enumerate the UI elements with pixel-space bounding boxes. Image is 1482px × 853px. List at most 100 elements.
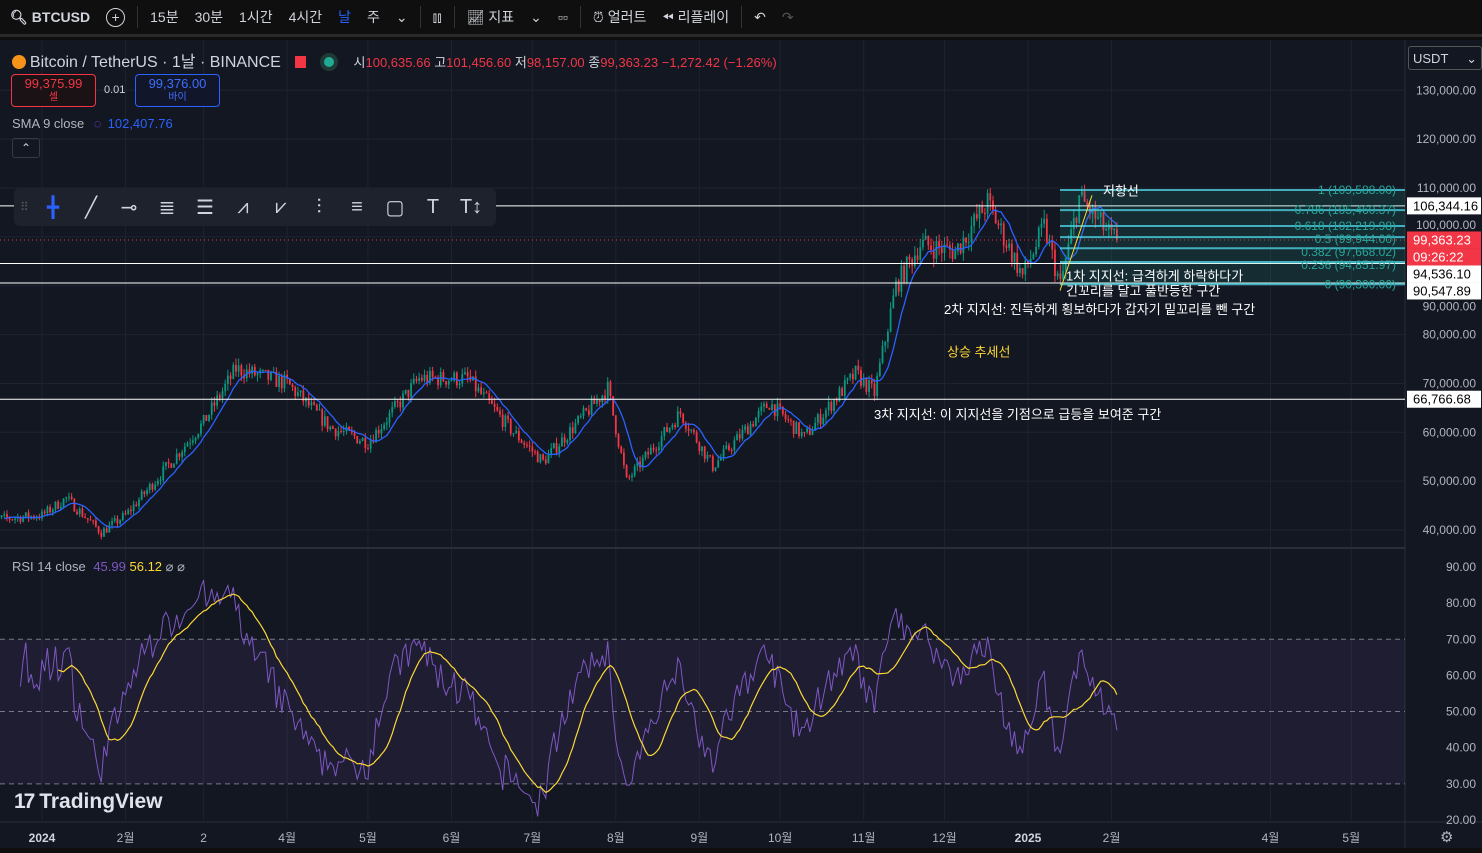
settings-gear-icon[interactable]: ⚙	[1440, 829, 1454, 846]
candle-body	[811, 430, 814, 435]
price-line-label-bg	[1407, 282, 1481, 300]
candle-body	[830, 401, 833, 411]
candle-body	[450, 380, 453, 382]
candle-body	[1005, 245, 1008, 248]
candle-body	[800, 432, 803, 437]
candle-body	[19, 516, 22, 522]
alarm-clock-icon: ⏰︎	[592, 8, 604, 25]
candle-body	[1102, 212, 1105, 230]
symbol-search[interactable]: 🔍︎ BTCUSD	[0, 9, 98, 26]
templates-button[interactable]: ▫▫	[550, 9, 576, 25]
candle-body	[391, 406, 394, 413]
time-tick: 2월	[117, 831, 135, 845]
candle-body	[340, 431, 342, 433]
parallel-channel-tool[interactable]: ☰	[186, 191, 224, 223]
candle-body	[132, 504, 135, 512]
candle-body	[275, 371, 278, 387]
collapse-legend-button[interactable]: ⌃	[12, 138, 40, 158]
candle-body	[986, 193, 989, 214]
candle-body	[291, 384, 294, 388]
support2-label: 2차 지지선: 진득하게 횡보하다가 갑자기 밑꼬리를 뺀 구간	[944, 302, 1255, 317]
symbol-title[interactable]: Bitcoin / TetherUS · 1날 · BINANCE	[29, 54, 281, 71]
tradingview-logo[interactable]: 17 TradingView	[14, 790, 163, 814]
candle-body	[792, 420, 795, 434]
candle-body	[399, 401, 402, 408]
interval-30m[interactable]: 30분	[194, 9, 224, 25]
undo-icon: ↶	[754, 8, 766, 25]
symbol-legend: Bitcoin / TetherUS · 1날 · BINANCE 시100,6…	[12, 48, 777, 72]
candle-body	[262, 369, 264, 371]
candle-body	[558, 446, 561, 453]
interval-1h[interactable]: 1시간	[239, 9, 273, 25]
candle-body	[612, 396, 615, 416]
candle-body	[59, 506, 62, 509]
alert-button[interactable]: ⏰︎ 얼러트	[585, 7, 655, 27]
chart-canvas[interactable]: 1 (109,588.00) 0.786 (105,460.37) 0.618 (1…	[0, 40, 1482, 848]
candle-body	[100, 532, 103, 537]
sell-button[interactable]: 99,375.99 셀	[11, 74, 96, 107]
chart-area[interactable]: 1 (109,588.00) 0.786 (105,460.37) 0.618 (1…	[0, 40, 1482, 848]
candle-body	[919, 247, 922, 260]
indicators-dropdown[interactable]: ⌄	[522, 9, 550, 26]
buy-button[interactable]: 99,376.00 바이	[135, 74, 220, 107]
interval-1d[interactable]: 날	[338, 9, 352, 25]
candle-body	[911, 259, 914, 266]
interval-15m[interactable]: 15분	[150, 9, 179, 25]
sma-label[interactable]: SMA 9 close	[12, 116, 85, 131]
rectangle-tool[interactable]: ▢	[376, 191, 414, 223]
candle-body	[857, 365, 860, 371]
interval-dropdown[interactable]: ⌄	[388, 9, 416, 26]
candle-body	[962, 237, 965, 254]
candle-body	[490, 400, 493, 404]
sma-line	[4, 206, 1118, 528]
fib-level-label: 0 (90,300.00)	[1325, 277, 1396, 291]
candle-body	[388, 412, 391, 423]
xabcd-pattern-tool[interactable]: ⩘	[224, 191, 262, 223]
candle-body	[738, 434, 741, 439]
replay-button[interactable]: ⏪︎ 리플레이	[654, 7, 737, 27]
candle-body	[348, 426, 351, 431]
candle-body	[749, 423, 752, 435]
candle-body	[895, 280, 897, 296]
undo-button[interactable]: ↶	[746, 9, 774, 26]
alert-label: 얼러트	[607, 9, 647, 25]
currency-select[interactable]: USDT ⌄	[1408, 46, 1482, 70]
candle-body	[442, 372, 445, 382]
candle-body	[332, 426, 334, 429]
trend-line-tool[interactable]: ╱	[72, 191, 110, 223]
fib-retracement-tool[interactable]: ≣	[148, 191, 186, 223]
indicators-button[interactable]: 📈︎ 지표	[459, 7, 523, 27]
drag-handle-icon[interactable]: ⠿	[20, 200, 29, 214]
time-tick: 5월	[1342, 831, 1360, 845]
text-tool[interactable]: T	[414, 191, 452, 223]
indicators-icon: 📈︎	[466, 8, 485, 25]
interval-1w[interactable]: 주	[367, 9, 380, 25]
compare-add-button[interactable]: +	[98, 7, 133, 27]
candle-body	[49, 506, 51, 513]
candle-body	[927, 235, 930, 246]
crosshair-tool[interactable]: ╋	[34, 191, 72, 223]
text-icon: T	[426, 195, 440, 218]
abcd-pattern-tool[interactable]: ⩗	[262, 191, 300, 223]
candle-body	[318, 409, 321, 411]
interval-4h[interactable]: 4시간	[288, 9, 323, 25]
long-position-tool[interactable]: ⫶	[300, 191, 338, 223]
candle-body	[641, 457, 644, 468]
candle-body	[197, 433, 200, 438]
flag-icon[interactable]	[294, 56, 306, 68]
candle-body	[593, 398, 596, 404]
time-tick: 4월	[1262, 831, 1280, 845]
candle-body	[547, 453, 550, 464]
candle-body	[89, 519, 92, 521]
chart-type-button[interactable]: ⫾⫾	[425, 9, 450, 26]
rsi-label[interactable]: RSI 14 close	[12, 559, 86, 574]
candle-body	[41, 511, 43, 519]
text-note-tool[interactable]: T↕	[452, 191, 490, 223]
candle-body	[1008, 243, 1011, 248]
bitcoin-logo-icon	[12, 55, 26, 69]
candle-body	[728, 445, 730, 450]
redo-button[interactable]: ↷	[774, 9, 802, 26]
candle-body	[741, 429, 744, 439]
horizontal-ray-tool[interactable]: ⊸	[110, 191, 148, 223]
fib-channel-tool[interactable]: ≡	[338, 191, 376, 223]
